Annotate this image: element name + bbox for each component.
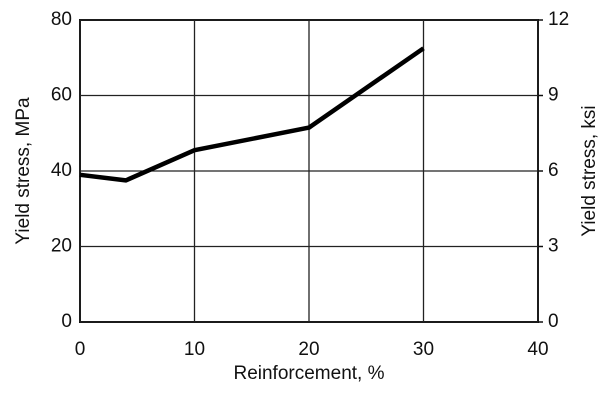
y-tick-label: 20 <box>51 236 72 257</box>
x-tick-label: 0 <box>75 339 86 360</box>
x-axis-label: Reinforcement, % <box>233 363 384 384</box>
data-line <box>79 46 425 183</box>
x-tick-label: 40 <box>527 339 548 360</box>
y-tick-label: 80 <box>51 9 72 30</box>
y2-tick-label: 6 <box>548 160 559 181</box>
y-axis-label: Yield stress, MPa <box>13 97 34 245</box>
y2-tick-label: 12 <box>548 9 569 30</box>
y2-tick-label: 9 <box>548 85 559 106</box>
y-tick-label: 60 <box>51 85 72 106</box>
x-tick-label: 10 <box>184 339 205 360</box>
x-tick-label: 20 <box>298 339 319 360</box>
y-tick-label: 40 <box>51 160 72 181</box>
x-tick-label: 30 <box>413 339 434 360</box>
y2-tick-label: 3 <box>548 236 559 257</box>
y-tick-label: 0 <box>61 311 72 332</box>
y2-tick-label: 0 <box>548 311 559 332</box>
y2-axis-label: Yield stress, ksi <box>579 105 600 236</box>
